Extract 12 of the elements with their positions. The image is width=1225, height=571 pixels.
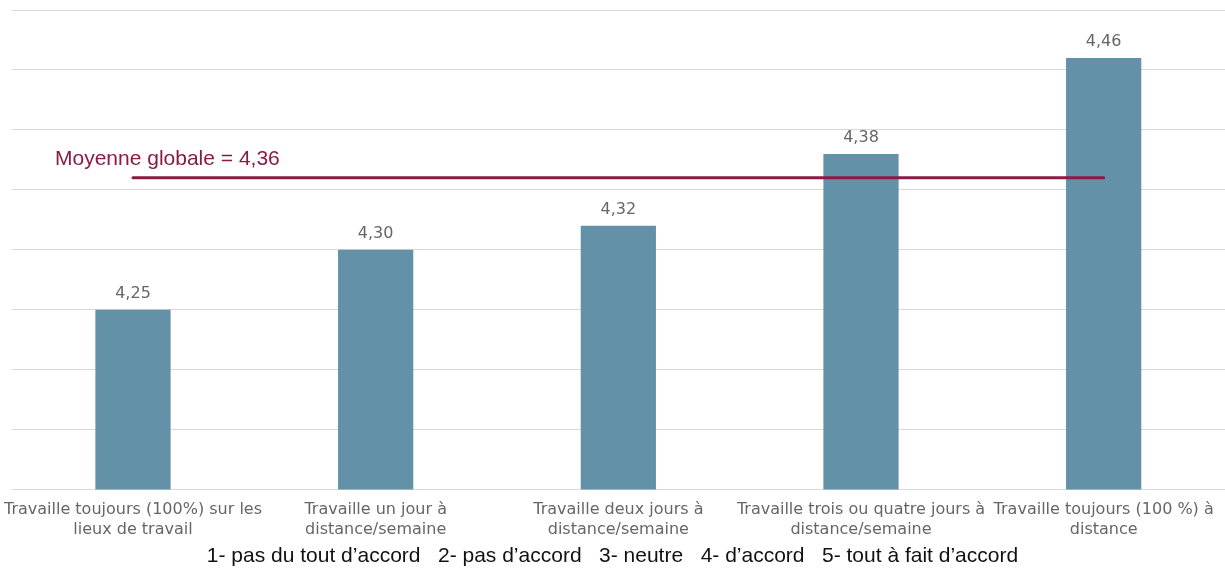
text: 1- pas du tout d’accord 2- pas d’accord 3- neutre 4- d’accord 5- tout à fait d’accord — [205, 543, 1020, 567]
x-tick-label: Travaille toujours (100%) sur les lieux de travail — [3, 499, 262, 538]
data-label: 4,46 — [1085, 31, 1122, 51]
x-tick-label: Travaille un jour à distance/semaine — [303, 499, 447, 538]
data-label: 4,25 — [115, 282, 151, 302]
data-label: 4,30 — [357, 222, 394, 242]
x-tick-label: Travaille toujours (100 %) à distance — [992, 499, 1214, 538]
x-tick-label: Travaille trois ou quatre jours à distance/semaine — [735, 499, 986, 538]
ref-line-label: Moyenne globale = 4,36 — [55, 146, 280, 170]
x-tick-label: Travaille deux jours à distance/semaine — [532, 499, 704, 538]
data-label: 4,32 — [600, 198, 637, 218]
data-label: 4,38 — [843, 127, 879, 147]
